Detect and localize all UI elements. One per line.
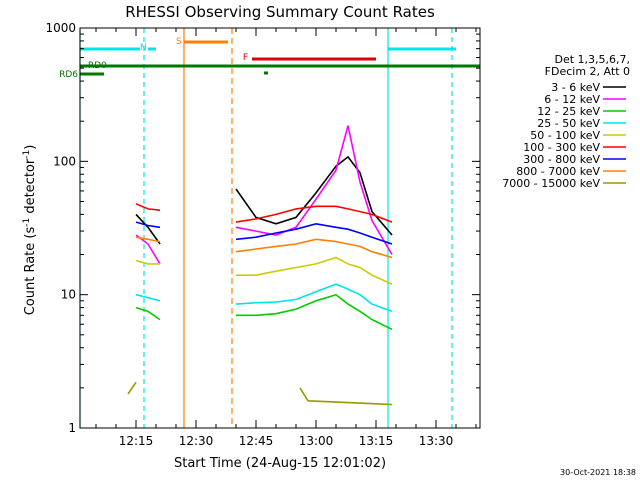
series-line-6-1 (235, 222, 393, 245)
x-tick-label: 12:30 (179, 434, 214, 448)
series-line-7-0 (135, 236, 161, 243)
x-tick-label: 13:15 (359, 434, 394, 448)
legend-label: 100 - 300 keV (523, 141, 600, 154)
flag-label-f: F (243, 53, 248, 63)
y-axis-label: Count Rate (s-1 detector-1) (22, 145, 38, 316)
flag-label-rd6: RD6 (59, 70, 78, 80)
y-tick-label: 10 (61, 288, 76, 302)
axes: 1 10 100 1000 12:15 12:30 12:45 13:00 13:15 13:30 (45, 21, 481, 448)
y-tick-label: 1 (68, 421, 76, 435)
series-line-8-1 (299, 387, 393, 406)
series-line-2-1 (236, 293, 393, 331)
y-axis-label-main: Count Rate (s (23, 227, 38, 316)
y-axis-label-close: ) (23, 145, 38, 150)
flag-label-rd0: RD0 (88, 61, 107, 71)
series-line-3-0 (135, 293, 161, 302)
y-tick-label: 100 (53, 154, 76, 168)
x-tick-label: 12:15 (119, 434, 154, 448)
flag-label-s: S (176, 37, 182, 47)
chart-title: RHESSI Observing Summary Count Rates (125, 3, 435, 21)
series-line-4-1 (236, 256, 393, 285)
series-line-4-0 (135, 259, 160, 265)
series-line-6-0 (135, 221, 161, 229)
series-line-5-1 (235, 205, 393, 223)
legend-label: 6 - 12 keV (544, 93, 600, 106)
series-line-8-0 (127, 381, 137, 395)
y-axis-label-tail: detector (23, 158, 38, 218)
legend-header-line: Det 1,3,5,6,7, (554, 53, 630, 66)
y-axis-label-sup: -1 (22, 218, 32, 227)
plot-area: N S F RD0 RD6 (59, 28, 480, 428)
series-line-0-1 (235, 155, 393, 236)
y-tick-label: 1000 (45, 21, 76, 35)
series-line-7-1 (235, 238, 393, 259)
legend-label: 800 - 7000 keV (516, 165, 600, 178)
legend-label: 300 - 800 keV (523, 153, 600, 166)
legend-label: 7000 - 15000 keV (502, 177, 600, 190)
x-axis-label: Start Time (24-Aug-15 12:01:02) (174, 456, 386, 471)
x-tick-label: 13:30 (419, 434, 454, 448)
legend-label: 3 - 6 keV (551, 81, 600, 94)
legend: Det 1,3,5,6,7,FDecim 2, Att 0 3 - 6 keV6 … (502, 53, 630, 190)
y-axis-label-sup2: -1 (22, 150, 32, 159)
chart-timestamp: 30-Oct-2021 18:38 (560, 468, 636, 477)
legend-label: 50 - 100 keV (530, 129, 600, 142)
series-line-3-1 (235, 283, 393, 313)
series-line-2-0 (135, 306, 161, 321)
legend-label: 25 - 50 keV (537, 117, 600, 130)
flag-label-n: N (140, 43, 147, 53)
series-line-5-0 (135, 203, 161, 211)
series-line-0-0 (135, 213, 161, 245)
series-line-1-1 (235, 125, 393, 255)
x-tick-label: 13:00 (299, 434, 334, 448)
plot-frame (79, 27, 481, 429)
legend-label: 12 - 25 keV (537, 105, 600, 118)
x-tick-label: 12:45 (239, 434, 274, 448)
legend-header-line: FDecim 2, Att 0 (545, 65, 630, 78)
